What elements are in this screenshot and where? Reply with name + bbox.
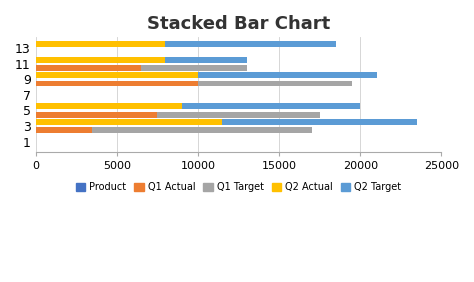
Legend: Product, Q1 Actual, Q1 Target, Q2 Actual, Q2 Target: Product, Q1 Actual, Q1 Target, Q2 Actual… bbox=[72, 178, 405, 196]
Bar bbox=[157, 112, 319, 118]
Bar bbox=[36, 127, 92, 133]
Bar bbox=[198, 80, 352, 86]
Title: Stacked Bar Chart: Stacked Bar Chart bbox=[147, 15, 330, 33]
Bar bbox=[165, 57, 246, 63]
Bar bbox=[92, 127, 311, 133]
Bar bbox=[141, 65, 246, 71]
Bar bbox=[36, 41, 165, 47]
Bar bbox=[36, 119, 222, 125]
Bar bbox=[36, 72, 198, 78]
Bar bbox=[36, 57, 165, 63]
Bar bbox=[36, 80, 198, 86]
Bar bbox=[36, 103, 182, 109]
Bar bbox=[36, 112, 157, 118]
Bar bbox=[198, 72, 376, 78]
Bar bbox=[182, 103, 360, 109]
Bar bbox=[36, 65, 141, 71]
Bar bbox=[222, 119, 417, 125]
Bar bbox=[165, 41, 336, 47]
